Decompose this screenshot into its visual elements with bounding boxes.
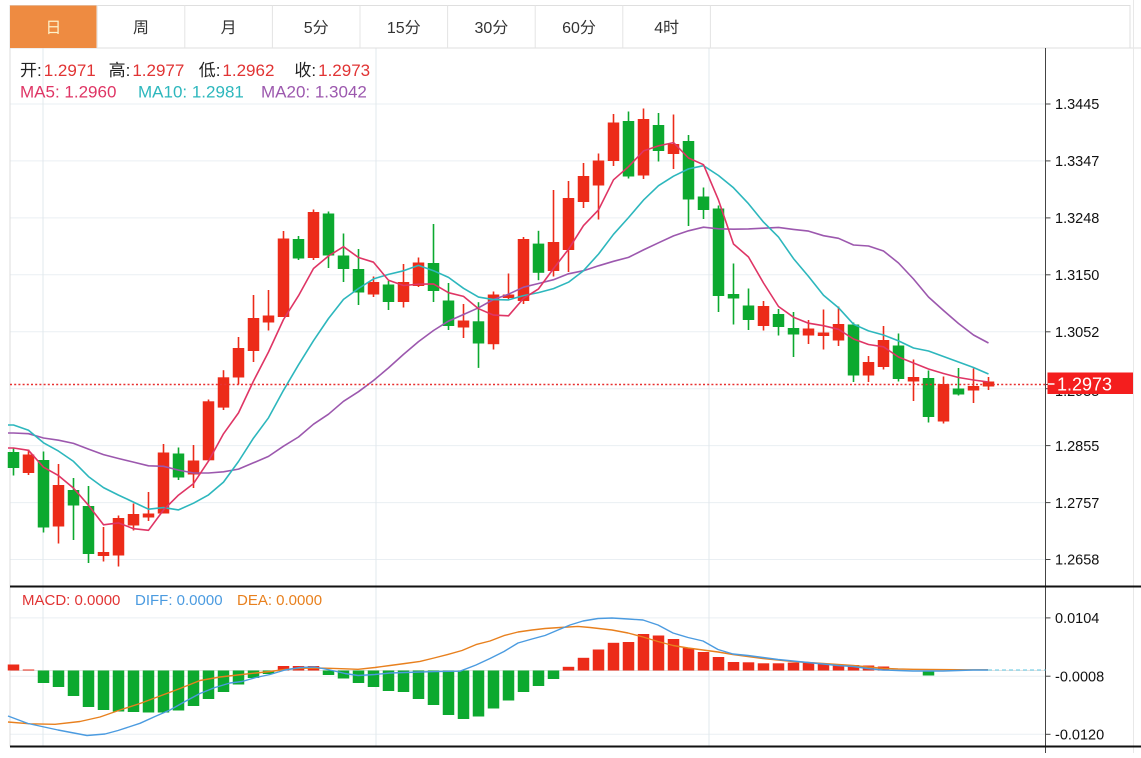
svg-text:MA10: 1.2981: MA10: 1.2981 — [138, 83, 244, 102]
svg-text:5: 5 — [304, 20, 313, 37]
svg-text:MACD: 0.0000: MACD: 0.0000 — [22, 592, 120, 609]
svg-text:MA5: 1.2960: MA5: 1.2960 — [20, 83, 116, 102]
svg-text:MA20: 1.3042: MA20: 1.3042 — [261, 83, 367, 102]
svg-text:0.0104: 0.0104 — [1055, 611, 1099, 627]
svg-text::1.2962: :1.2962 — [216, 61, 275, 80]
svg-text::1.2971: :1.2971 — [37, 61, 96, 80]
svg-text:DEA: 0.0000: DEA: 0.0000 — [237, 592, 322, 609]
svg-text:4: 4 — [654, 20, 663, 37]
svg-text:1.2855: 1.2855 — [1055, 439, 1099, 455]
svg-text:1.2973: 1.2973 — [1057, 375, 1112, 395]
svg-text:30: 30 — [475, 20, 493, 37]
svg-text:60: 60 — [562, 20, 580, 37]
svg-text:1.3248: 1.3248 — [1055, 211, 1099, 227]
svg-text:1.3150: 1.3150 — [1055, 268, 1099, 284]
svg-text:1.2658: 1.2658 — [1055, 553, 1099, 569]
svg-text:DIFF: 0.0000: DIFF: 0.0000 — [135, 592, 223, 609]
svg-text:1.3347: 1.3347 — [1055, 154, 1099, 170]
svg-text:15: 15 — [387, 20, 405, 37]
svg-text:-0.0120: -0.0120 — [1055, 728, 1104, 744]
svg-text::1.2973: :1.2973 — [311, 61, 370, 80]
svg-text:1.3052: 1.3052 — [1055, 325, 1099, 341]
svg-text::1.2977: :1.2977 — [126, 61, 185, 80]
svg-text:1.2757: 1.2757 — [1055, 496, 1099, 512]
svg-text:-0.0008: -0.0008 — [1055, 669, 1104, 685]
svg-text:1.3445: 1.3445 — [1055, 97, 1099, 113]
